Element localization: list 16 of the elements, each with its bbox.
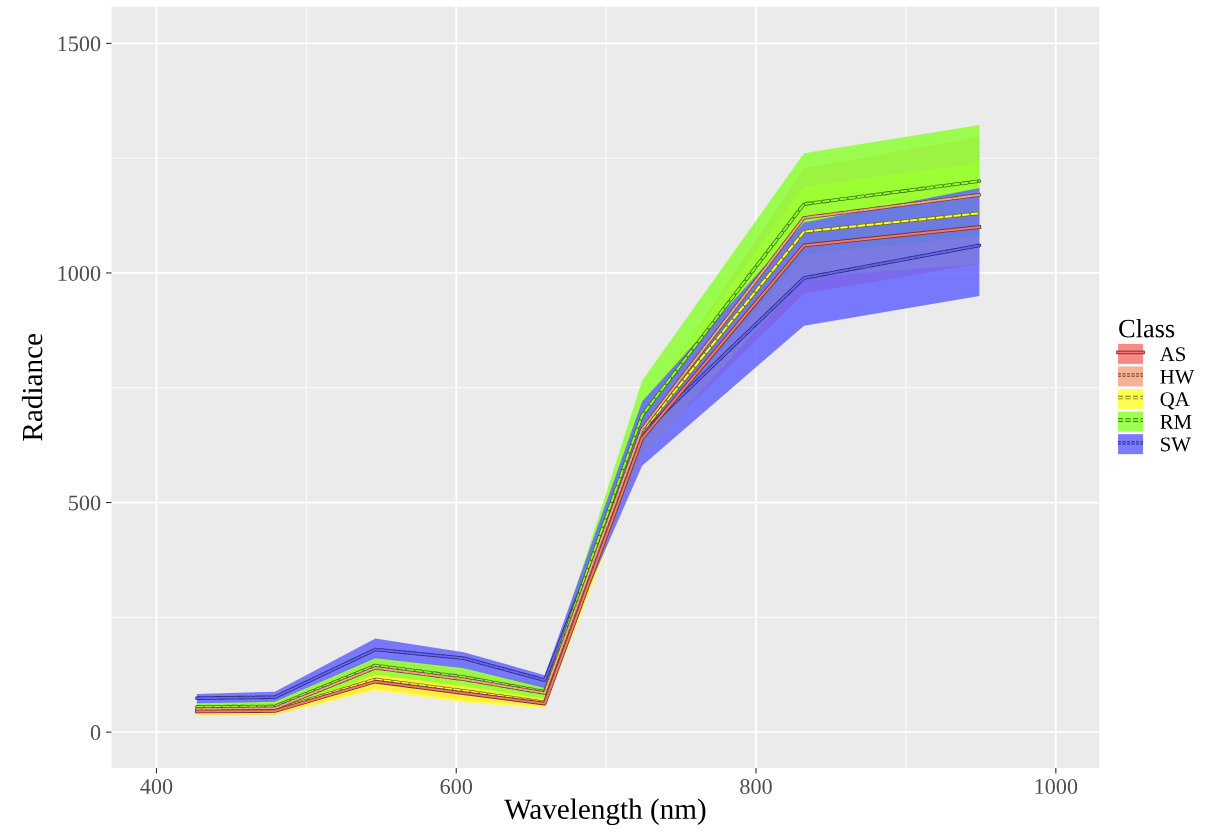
y-tick-label: 0 [90,725,101,741]
legend-label: QA [1160,392,1190,410]
legend-label: AS [1159,347,1186,362]
x-tick-label: 800 [740,778,772,794]
x-tick-label: 600 [440,778,473,794]
y-tick-label: 500 [69,495,101,511]
legend-label: SW [1161,437,1191,452]
y-tick-label: 1000 [58,265,101,281]
legend-title: Class [1119,318,1175,338]
x-tick-label: 400 [140,778,173,794]
legend-label: HW [1160,369,1195,384]
y-tick-label: 1500 [58,36,101,52]
x-axis-title: Wavelength (nm) [504,798,706,826]
y-axis-title: Radiance [21,334,43,441]
legend-label: RM [1160,415,1192,429]
x-tick-label: 1000 [1035,778,1078,794]
